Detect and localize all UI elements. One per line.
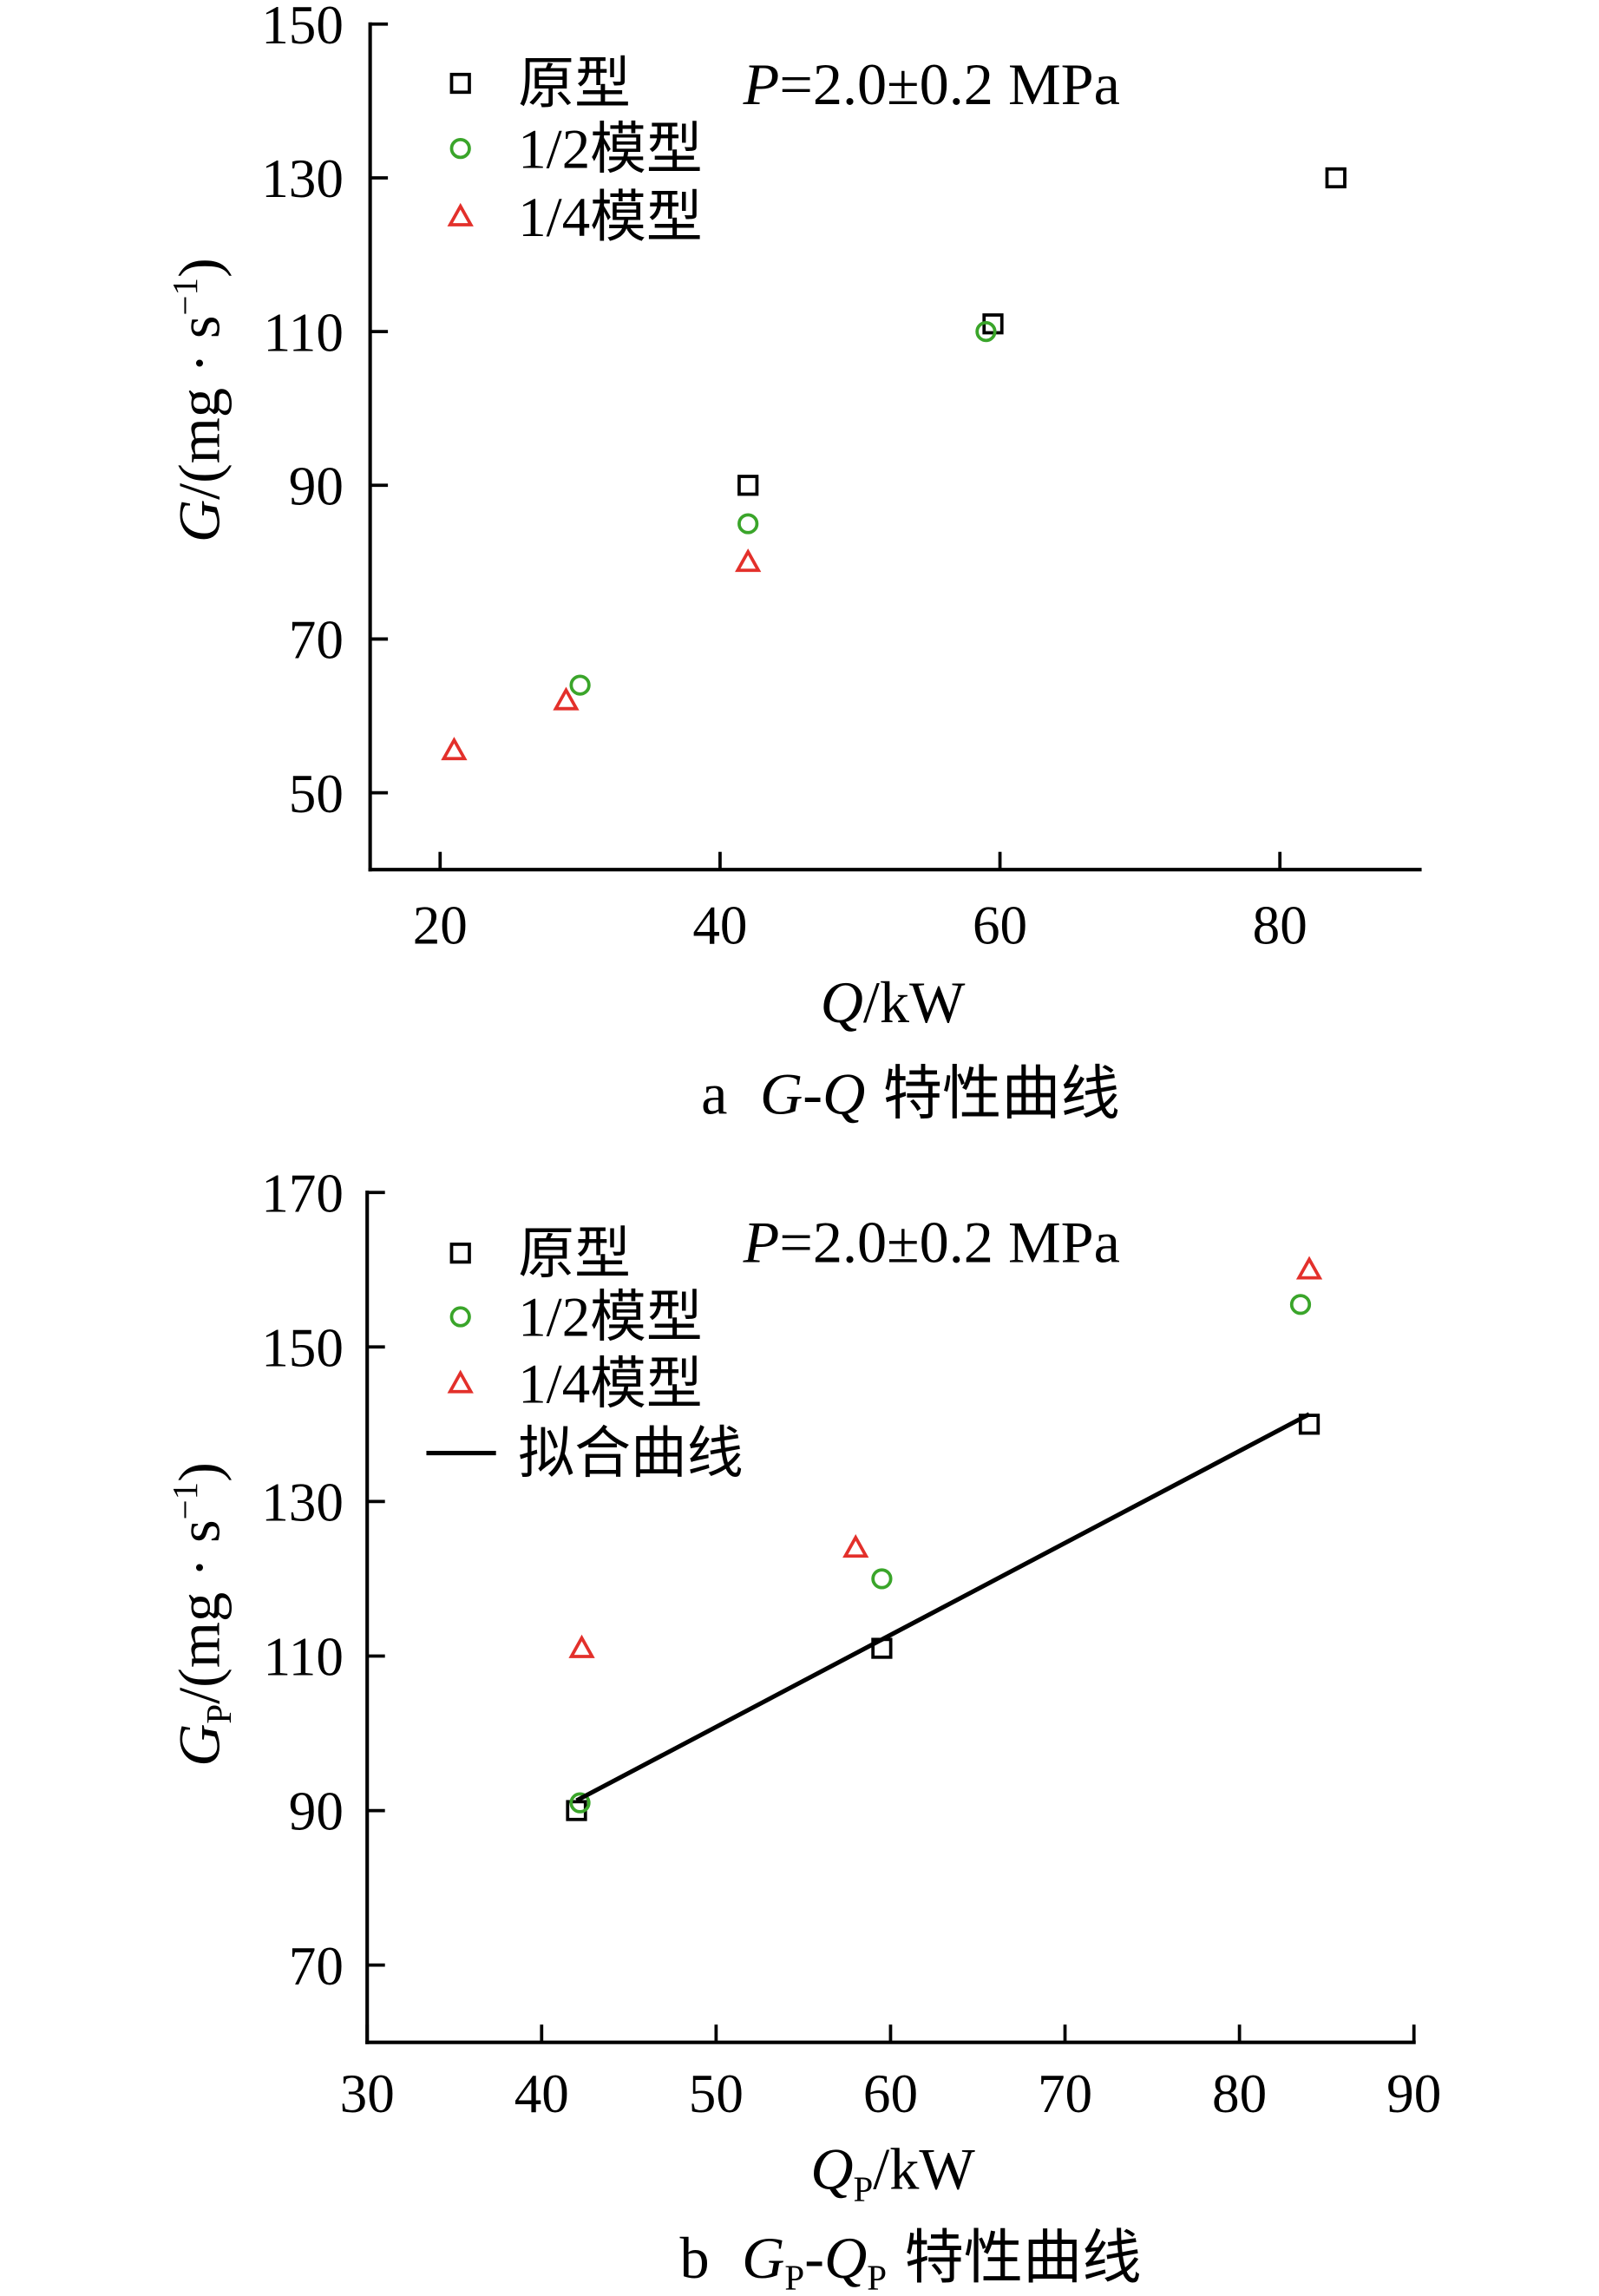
x-axis-label: Q/kW <box>821 969 966 1035</box>
x-axis-symbol: Q <box>821 969 863 1035</box>
pressure-value: =2.0±0.2 MPa <box>779 51 1120 117</box>
data-point-triangle <box>553 686 580 711</box>
fit-line <box>575 1412 1311 1803</box>
data-point-triangle <box>568 1634 595 1658</box>
data-point-triangle <box>1295 1256 1323 1280</box>
y-axis-unit: /(mg · s <box>167 316 233 500</box>
x-axis-subscript: P <box>854 2169 874 2208</box>
caption-symbol-g: G <box>742 2225 784 2291</box>
x-tick-label: 20 <box>413 895 468 956</box>
data-point-square <box>1325 167 1347 189</box>
y-axis-exponent: −1 <box>166 1482 205 1520</box>
y-axis-exponent: −1 <box>166 278 205 316</box>
legend-label: 1/4模型 <box>518 1354 703 1416</box>
caption-letter: a <box>701 1061 727 1127</box>
data-point-triangle <box>441 737 468 761</box>
x-axis-unit: /kW <box>863 969 966 1035</box>
data-point-triangle <box>842 1534 869 1558</box>
x-tick-label: 90 <box>1386 2063 1441 2124</box>
data-point-triangle <box>735 548 762 573</box>
legend-label: 原型 <box>518 53 631 115</box>
caption-symbol-q: Q <box>822 1061 865 1127</box>
data-point-circle <box>569 674 591 696</box>
caption-dash: - <box>804 2225 824 2291</box>
x-axis-unit: /kW <box>873 2136 975 2202</box>
data-point-circle <box>871 1568 893 1590</box>
pressure-symbol: P <box>743 1209 780 1275</box>
y-tick-label: 90 <box>289 1781 344 1842</box>
y-tick-label: 130 <box>261 1473 344 1533</box>
y-axis-symbol: G <box>167 500 233 542</box>
y-axis-symbol: G <box>167 1724 233 1767</box>
data-point-circle <box>737 513 759 535</box>
x-tick-label: 60 <box>863 2063 918 2124</box>
legend-marker-square <box>449 1243 471 1264</box>
y-axis-unit: /(mg · s <box>167 1519 233 1703</box>
y-axis-label: G/(mg · s−1) <box>166 258 233 542</box>
chart-b: 30 40 50 60 70 80 90 70 90 110 130 150 170 原型1/2模型1/4… <box>166 1163 1441 2296</box>
caption-dash: - <box>803 1061 822 1127</box>
y-axis-close: ) <box>167 1462 233 1482</box>
caption-text: 特性曲线 <box>905 2225 1142 2291</box>
y-tick-label: 70 <box>289 610 344 671</box>
pressure-value: =2.0±0.2 MPa <box>779 1209 1120 1275</box>
legend-label: 原型 <box>518 1223 631 1285</box>
y-tick-label: 110 <box>264 302 344 363</box>
legend-label: 拟合曲线 <box>518 1423 743 1486</box>
x-tick-label: 80 <box>1253 895 1307 956</box>
y-tick-label: 150 <box>261 1317 344 1378</box>
pressure-annotation: P=2.0±0.2 MPa <box>743 51 1120 117</box>
caption-subscript-q: P <box>867 2259 887 2296</box>
x-axis-label: QP/kW <box>810 2136 975 2209</box>
pressure-symbol: P <box>743 51 780 117</box>
legend-marker-circle <box>449 138 471 160</box>
legend-label: 1/2模型 <box>518 118 703 180</box>
data-point-square <box>737 475 759 496</box>
x-tick-label: 70 <box>1038 2063 1092 2124</box>
legend-marker-circle <box>449 1306 471 1328</box>
y-tick-label: 110 <box>264 1627 344 1688</box>
caption-letter: b <box>679 2225 709 2291</box>
chart-b-plot: 30 40 50 60 70 80 90 70 90 110 130 150 170 原型1/2模型1/4… <box>261 1163 1441 2124</box>
x-tick-label: 80 <box>1212 2063 1267 2124</box>
y-tick-label: 70 <box>289 1936 344 1997</box>
legend-label: 1/4模型 <box>518 187 703 249</box>
caption-symbol-g: G <box>760 1061 803 1127</box>
chart-a: 20 40 60 80 50 70 90 110 130 150 原型1/2模型 1/4模型 P=2.… <box>166 0 1422 1127</box>
caption-subscript-g: P <box>784 2259 804 2296</box>
chart-a-plot: 20 40 60 80 50 70 90 110 130 150 原型1/2模型 1/4模型 <box>261 0 1422 956</box>
caption: a G-Q 特性曲线 <box>701 1061 1120 1127</box>
y-tick-label: 170 <box>261 1163 344 1223</box>
x-tick-label: 40 <box>692 895 747 956</box>
y-tick-label: 90 <box>289 456 344 516</box>
y-tick-label: 150 <box>261 0 344 56</box>
y-axis-label: GP/(mg · s−1) <box>166 1462 239 1767</box>
legend-marker-triangle <box>447 1369 474 1394</box>
y-axis-subscript: P <box>200 1704 239 1724</box>
data-point-circle <box>975 320 997 343</box>
x-tick-label: 40 <box>514 2063 569 2124</box>
data-point-circle <box>1289 1294 1312 1315</box>
caption-symbol-q: Q <box>824 2225 867 2291</box>
x-tick-label: 60 <box>973 895 1027 956</box>
x-tick-label: 30 <box>340 2063 395 2124</box>
y-axis-close: ) <box>167 258 233 278</box>
pressure-annotation: P=2.0±0.2 MPa <box>743 1209 1120 1275</box>
legend-label: 1/2模型 <box>518 1287 703 1349</box>
y-tick-label: 130 <box>261 148 344 209</box>
y-tick-label: 50 <box>289 764 344 824</box>
legend-marker-square <box>449 72 471 95</box>
legend-marker-triangle <box>447 202 474 226</box>
caption: b GP-QP 特性曲线 <box>679 2225 1141 2296</box>
data-point-circle <box>569 1792 591 1814</box>
caption-text: 特性曲线 <box>883 1061 1120 1127</box>
x-tick-label: 50 <box>689 2063 744 2124</box>
x-axis-symbol: Q <box>810 2136 853 2202</box>
